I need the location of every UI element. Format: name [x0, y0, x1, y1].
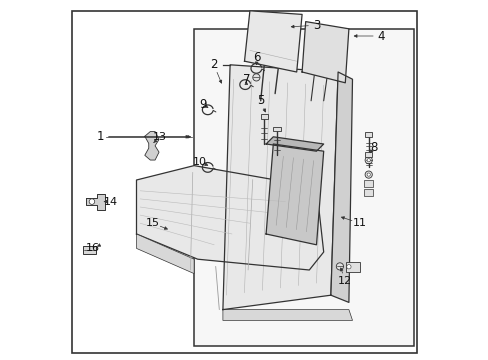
- Circle shape: [365, 171, 371, 178]
- Polygon shape: [223, 310, 352, 320]
- Bar: [194, 29, 413, 346]
- Circle shape: [89, 199, 95, 204]
- Bar: [83, 246, 96, 254]
- Text: 14: 14: [104, 197, 118, 207]
- Text: 15: 15: [145, 218, 160, 228]
- Bar: [273, 127, 280, 131]
- Polygon shape: [136, 234, 194, 274]
- Text: 10: 10: [192, 157, 206, 167]
- Text: 5: 5: [257, 94, 264, 107]
- Text: 9: 9: [199, 98, 206, 111]
- Text: 6: 6: [253, 51, 260, 64]
- Text: 8: 8: [369, 141, 377, 154]
- Polygon shape: [144, 131, 159, 160]
- Polygon shape: [302, 22, 348, 83]
- Polygon shape: [244, 11, 302, 72]
- Bar: [364, 180, 372, 187]
- Text: 12: 12: [338, 276, 352, 286]
- Polygon shape: [265, 137, 323, 151]
- Text: 16: 16: [86, 243, 100, 253]
- Text: 2: 2: [210, 58, 217, 71]
- Polygon shape: [330, 72, 352, 302]
- Text: 11: 11: [352, 218, 366, 228]
- Bar: [346, 262, 360, 272]
- Text: 13: 13: [153, 132, 166, 142]
- Circle shape: [366, 173, 369, 176]
- Circle shape: [336, 263, 343, 270]
- Circle shape: [346, 265, 350, 269]
- Circle shape: [252, 74, 260, 81]
- Polygon shape: [85, 194, 104, 210]
- Polygon shape: [265, 144, 323, 245]
- Polygon shape: [223, 65, 337, 310]
- Bar: [364, 132, 372, 137]
- Text: 7: 7: [242, 73, 249, 86]
- Circle shape: [365, 157, 371, 164]
- Bar: [260, 114, 267, 119]
- Bar: [364, 152, 372, 157]
- Circle shape: [366, 158, 369, 162]
- Text: 1: 1: [97, 130, 104, 143]
- Text: 3: 3: [312, 19, 320, 32]
- Polygon shape: [136, 166, 323, 270]
- Text: 4: 4: [377, 30, 384, 42]
- Bar: [364, 189, 372, 196]
